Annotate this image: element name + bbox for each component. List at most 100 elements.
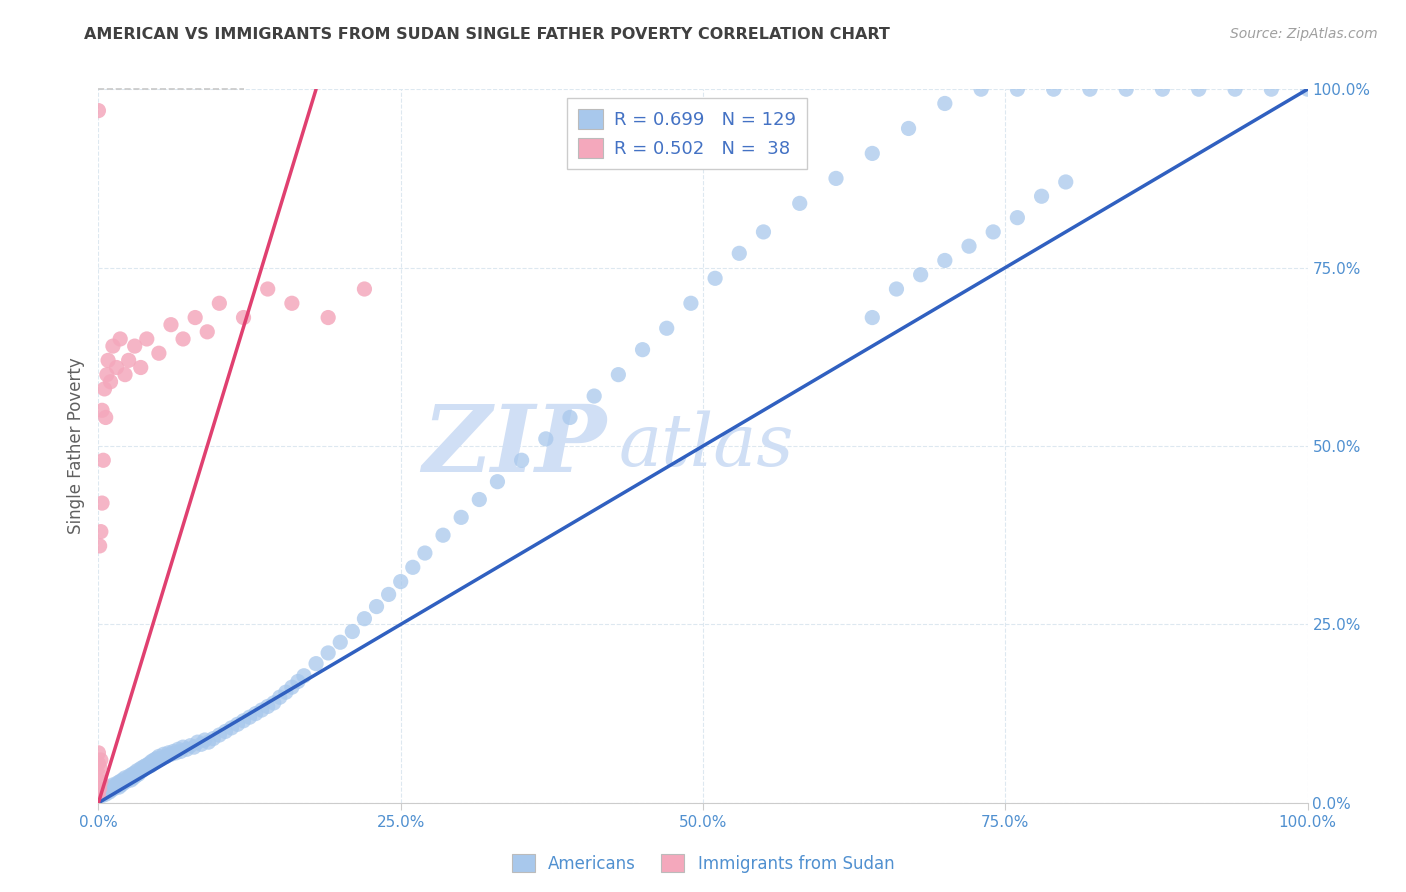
Point [1042,82,1064,96]
Point [132,760,155,774]
Point [90,753,112,767]
Point [179,739,201,753]
Point [146,753,169,767]
Point [221,721,243,735]
Point [118,771,141,785]
Point [145,751,167,765]
Point [1188,82,1211,96]
Point [122,771,145,785]
Point [105,360,128,375]
Point [305,657,328,671]
Point [413,546,436,560]
Point [1152,82,1174,96]
Text: atlas: atlas [619,410,794,482]
Point [172,740,194,755]
Point [1260,82,1282,96]
Point [87,756,110,771]
Point [957,239,980,253]
Point [184,310,207,325]
Point [127,767,149,781]
Point [105,778,128,792]
Point [377,587,399,601]
Point [87,789,110,803]
Point [353,612,375,626]
Point [558,410,581,425]
Point [135,760,157,774]
Point [897,121,920,136]
Point [256,699,278,714]
Text: ZIP: ZIP [422,401,606,491]
Y-axis label: Single Father Poverty: Single Father Poverty [67,358,86,534]
Point [108,774,131,789]
Point [155,749,177,764]
Point [970,82,993,96]
Point [292,669,315,683]
Point [1078,82,1101,96]
Point [100,375,122,389]
Point [117,772,139,787]
Point [104,780,127,794]
Point [432,528,454,542]
Point [389,574,412,589]
Point [187,735,209,749]
Point [157,746,180,760]
Point [114,771,136,785]
Point [135,758,157,772]
Point [93,382,115,396]
Point [89,781,111,796]
Point [402,560,425,574]
Legend: Americans, Immigrants from Sudan: Americans, Immigrants from Sudan [505,847,901,880]
Point [886,282,908,296]
Point [353,282,375,296]
Point [101,778,124,792]
Point [239,710,262,724]
Point [287,674,309,689]
Point [269,690,291,705]
Point [194,733,217,747]
Point [143,755,166,769]
Point [90,524,112,539]
Point [167,742,190,756]
Point [108,780,131,794]
Point [450,510,472,524]
Point [152,747,174,762]
Point [139,758,162,772]
Point [110,778,132,792]
Point [468,492,491,507]
Point [860,146,883,161]
Point [141,755,163,769]
Point [90,774,112,789]
Point [162,744,184,758]
Point [679,296,702,310]
Point [115,774,138,789]
Point [125,769,148,783]
Point [1031,189,1053,203]
Point [89,539,111,553]
Point [100,783,122,797]
Point [342,624,364,639]
Text: Source: ZipAtlas.com: Source: ZipAtlas.com [1230,27,1378,41]
Point [91,496,114,510]
Point [366,599,388,614]
Point [129,762,152,776]
Point [934,253,956,268]
Point [172,332,194,346]
Point [655,321,678,335]
Point [138,756,160,771]
Point [94,787,117,801]
Point [195,325,218,339]
Point [704,271,727,285]
Point [263,696,285,710]
Point [1296,82,1319,96]
Text: AMERICAN VS IMMIGRANTS FROM SUDAN SINGLE FATHER POVERTY CORRELATION CHART: AMERICAN VS IMMIGRANTS FROM SUDAN SINGLE… [84,27,890,42]
Point [101,339,124,353]
Point [214,724,236,739]
Point [274,685,297,699]
Point [128,765,150,780]
Point [143,753,166,767]
Point [256,282,278,296]
Point [981,225,1004,239]
Point [107,776,129,790]
Point [87,746,110,760]
Point [583,389,606,403]
